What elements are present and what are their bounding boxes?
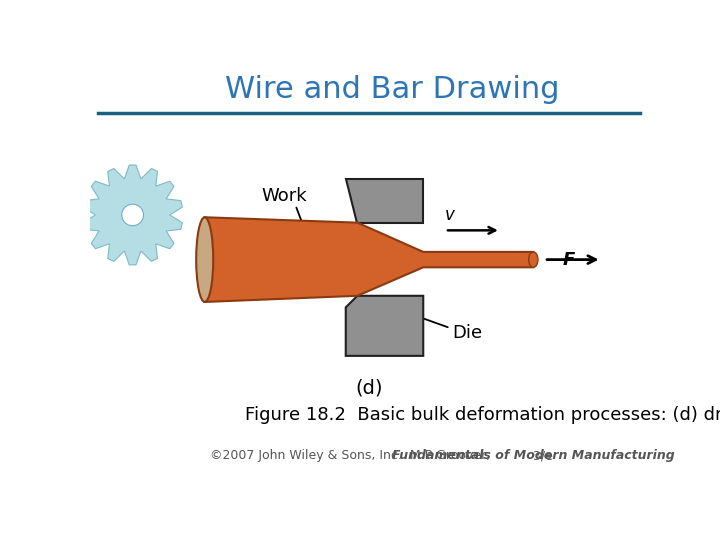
Text: ©2007 John Wiley & Sons, Inc.  M P Groover,: ©2007 John Wiley & Sons, Inc. M P Groove… [210, 449, 495, 462]
Ellipse shape [528, 252, 538, 267]
Text: v: v [445, 206, 455, 224]
Polygon shape [83, 165, 182, 265]
Text: Die: Die [453, 324, 483, 342]
Text: F: F [563, 251, 575, 268]
Circle shape [122, 204, 143, 226]
Polygon shape [204, 217, 534, 302]
Ellipse shape [196, 217, 213, 302]
Polygon shape [346, 179, 423, 222]
Polygon shape [346, 296, 423, 356]
Text: Figure 18.2  Basic bulk deformation processes: (d) drawing: Figure 18.2 Basic bulk deformation proce… [245, 406, 720, 424]
Text: Work: Work [261, 187, 307, 205]
Text: 3/e: 3/e [529, 449, 553, 462]
Text: Fundamentals of Modern Manufacturing: Fundamentals of Modern Manufacturing [392, 449, 675, 462]
Text: Wire and Bar Drawing: Wire and Bar Drawing [225, 75, 559, 104]
Text: (d): (d) [355, 379, 383, 397]
